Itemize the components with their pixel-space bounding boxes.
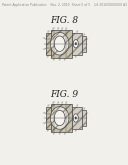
Bar xyxy=(82,110,86,126)
Bar xyxy=(46,33,51,55)
Ellipse shape xyxy=(50,107,69,129)
Bar xyxy=(72,33,82,55)
Circle shape xyxy=(73,40,78,48)
Bar xyxy=(72,107,82,129)
Ellipse shape xyxy=(54,110,65,126)
Circle shape xyxy=(75,42,77,45)
Bar xyxy=(51,104,72,132)
Bar xyxy=(82,36,86,52)
Ellipse shape xyxy=(50,32,69,55)
Bar xyxy=(51,30,72,58)
Bar xyxy=(72,107,82,129)
Bar xyxy=(46,107,51,129)
Circle shape xyxy=(75,117,77,119)
Bar xyxy=(82,110,86,126)
Ellipse shape xyxy=(54,36,65,51)
Bar xyxy=(72,33,82,55)
Bar xyxy=(51,30,72,58)
Text: FIG. 9: FIG. 9 xyxy=(50,90,78,99)
Text: FIG. 8: FIG. 8 xyxy=(50,16,78,25)
Bar xyxy=(46,33,51,55)
Text: Patent Application Publication    Nov. 2, 2010  Sheet 5 of 5    US 2010/0000000 : Patent Application Publication Nov. 2, 2… xyxy=(2,3,126,7)
Bar xyxy=(46,107,51,129)
Bar xyxy=(82,36,86,52)
Circle shape xyxy=(73,114,78,122)
Bar xyxy=(51,104,72,132)
